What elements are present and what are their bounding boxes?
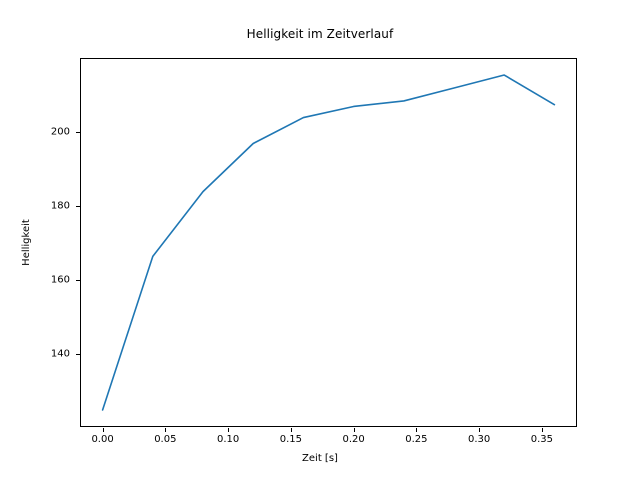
series-line-helligkeit <box>101 74 556 411</box>
y-tick-mark <box>76 280 80 282</box>
x-tick-mark <box>353 428 355 432</box>
x-tick-mark <box>228 428 230 432</box>
x-tick-mark <box>165 428 167 432</box>
x-axis-label: Zeit [s] <box>302 453 338 464</box>
x-tick-label: 0.20 <box>342 434 365 445</box>
y-tick-mark <box>76 206 80 208</box>
y-tick-label: 200 <box>50 126 70 138</box>
y-tick-mark <box>76 354 80 356</box>
y-tick-label: 180 <box>50 200 70 212</box>
x-tick-mark <box>102 428 104 432</box>
x-tick-label: 0.10 <box>216 434 240 445</box>
data-line-series <box>101 74 556 411</box>
chart-title: Helligkeit im Zeitverlauf <box>246 27 394 41</box>
x-tick-mark <box>290 428 292 432</box>
x-tick-label: 0.25 <box>405 434 428 445</box>
x-tick-label: 0.30 <box>467 434 491 445</box>
x-tick-mark <box>479 428 481 432</box>
x-tick-label: 0.15 <box>279 434 302 445</box>
x-tick-label: 0.05 <box>154 434 177 445</box>
y-axis-label: Helligkeit <box>21 219 32 266</box>
x-tick-mark <box>416 428 418 432</box>
x-tick-label: 0.00 <box>91 434 114 445</box>
x-tick-label: 0.35 <box>530 434 553 445</box>
plot-area <box>80 58 577 427</box>
y-tick-label: 140 <box>50 348 70 360</box>
y-tick-mark <box>76 132 80 134</box>
x-tick-mark <box>541 428 543 432</box>
y-tick-label: 160 <box>50 274 70 286</box>
